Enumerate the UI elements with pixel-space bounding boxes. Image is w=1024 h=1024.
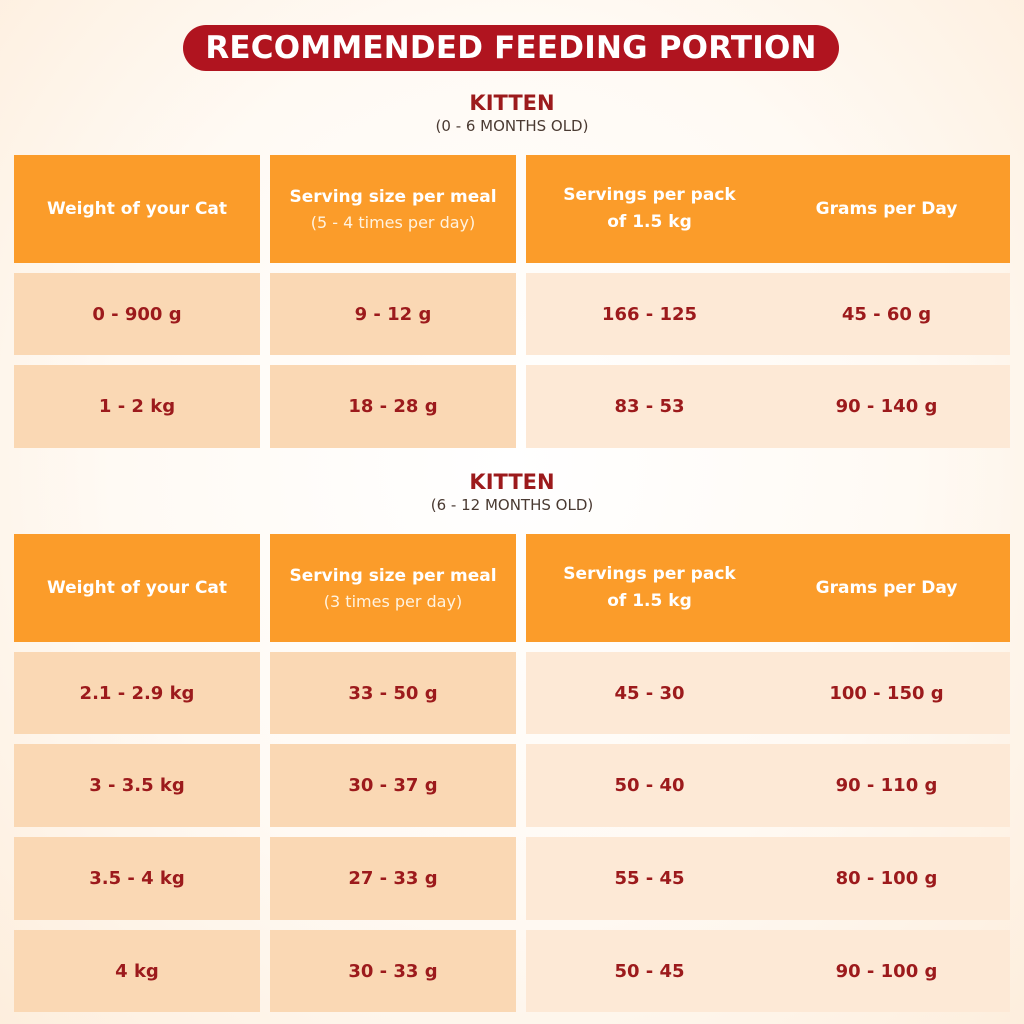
cell-serving-size: 9 - 12 g bbox=[270, 273, 516, 355]
cell-value: 30 - 37 g bbox=[348, 775, 438, 796]
cell-value: 90 - 110 g bbox=[835, 775, 938, 796]
cell-grams-per-day: 80 - 100 g bbox=[763, 837, 1010, 920]
table-header-row: Weight of your Cat Serving size per meal… bbox=[14, 155, 1010, 263]
header-label: Weight of your Cat bbox=[46, 198, 228, 219]
cell-weight: 4 kg bbox=[14, 930, 260, 1012]
cell-weight: 0 - 900 g bbox=[14, 273, 260, 355]
cell-weight: 3.5 - 4 kg bbox=[14, 837, 260, 920]
table-row: 4 kg 30 - 33 g 50 - 45 90 - 100 g bbox=[14, 930, 1010, 1012]
table-row: 2.1 - 2.9 kg 33 - 50 g 45 - 30 100 - 150… bbox=[14, 652, 1010, 734]
cell-serving-size: 30 - 37 g bbox=[270, 744, 516, 827]
cell-grams-per-day: 90 - 110 g bbox=[763, 744, 1010, 827]
header-label: Servings per pack of 1.5 kg bbox=[563, 564, 736, 611]
header-cell-servings-per-pack: Servings per pack of 1.5 kg bbox=[526, 534, 773, 642]
cell-grams-per-day: 90 - 140 g bbox=[763, 365, 1010, 448]
cell-weight: 1 - 2 kg bbox=[14, 365, 260, 448]
cell-value: 18 - 28 g bbox=[348, 396, 438, 417]
cell-servings-per-pack: 45 - 30 bbox=[526, 652, 773, 734]
cell-value: 45 - 60 g bbox=[841, 303, 932, 325]
cell-serving-size: 27 - 33 g bbox=[270, 837, 516, 920]
header-cell-weight: Weight of your Cat bbox=[14, 534, 260, 642]
section-title: KITTEN bbox=[469, 470, 555, 494]
cell-value: 45 - 30 bbox=[614, 682, 685, 704]
header-label: Servings per pack of 1.5 kg bbox=[563, 185, 736, 232]
cell-grams-per-day: 90 - 100 g bbox=[763, 930, 1010, 1012]
section-subtitle: (0 - 6 MONTHS OLD) bbox=[435, 117, 589, 135]
cell-value: 90 - 140 g bbox=[835, 396, 938, 417]
cell-serving-size: 18 - 28 g bbox=[270, 365, 516, 448]
section-subtitle: (6 - 12 MONTHS OLD) bbox=[430, 496, 594, 514]
cell-weight: 3 - 3.5 kg bbox=[14, 744, 260, 827]
cell-value: 50 - 45 bbox=[614, 960, 685, 982]
header-cell-weight: Weight of your Cat bbox=[14, 155, 260, 263]
cell-serving-size: 30 - 33 g bbox=[270, 930, 516, 1012]
cell-value: 100 - 150 g bbox=[829, 682, 944, 704]
cell-servings-per-pack: 50 - 45 bbox=[526, 930, 773, 1012]
cell-grams-per-day: 100 - 150 g bbox=[763, 652, 1010, 734]
cell-value: 27 - 33 g bbox=[348, 868, 438, 889]
cell-value: 166 - 125 bbox=[601, 303, 698, 325]
cell-value: 90 - 100 g bbox=[835, 960, 938, 982]
cell-value: 33 - 50 g bbox=[348, 682, 438, 704]
cell-weight: 2.1 - 2.9 kg bbox=[14, 652, 260, 734]
cell-value: 30 - 33 g bbox=[348, 960, 438, 982]
cell-value: 3 - 3.5 kg bbox=[89, 775, 185, 796]
header-cell-serving-size: Serving size per meal (5 - 4 times per d… bbox=[270, 155, 516, 263]
title-banner: RECOMMENDED FEEDING PORTION bbox=[183, 25, 839, 71]
cell-serving-size: 33 - 50 g bbox=[270, 652, 516, 734]
table-header-row: Weight of your Cat Serving size per meal… bbox=[14, 534, 1010, 642]
section-title: KITTEN bbox=[469, 91, 555, 115]
header-sublabel: (3 times per day) bbox=[323, 591, 463, 611]
header-label: Weight of your Cat bbox=[46, 577, 228, 598]
cell-grams-per-day: 45 - 60 g bbox=[763, 273, 1010, 355]
cell-value: 2.1 - 2.9 kg bbox=[79, 682, 195, 704]
header-cell-servings-per-pack: Servings per pack of 1.5 kg bbox=[526, 155, 773, 263]
table-row: 0 - 900 g 9 - 12 g 166 - 125 45 - 60 g bbox=[14, 273, 1010, 355]
cell-value: 50 - 40 bbox=[614, 775, 685, 796]
cell-value: 9 - 12 g bbox=[354, 303, 432, 325]
cell-servings-per-pack: 50 - 40 bbox=[526, 744, 773, 827]
header-label: Grams per Day bbox=[815, 198, 958, 219]
cell-value: 83 - 53 bbox=[614, 396, 685, 417]
cell-value: 4 kg bbox=[115, 960, 159, 982]
page-title: RECOMMENDED FEEDING PORTION bbox=[205, 30, 817, 66]
header-label: Grams per Day bbox=[815, 577, 958, 598]
cell-value: 55 - 45 bbox=[614, 868, 685, 889]
header-label: Serving size per meal bbox=[289, 565, 497, 586]
cell-servings-per-pack: 83 - 53 bbox=[526, 365, 773, 448]
header-sublabel: (5 - 4 times per day) bbox=[310, 212, 476, 232]
cell-value: 0 - 900 g bbox=[92, 303, 182, 325]
header-cell-grams-per-day: Grams per Day bbox=[763, 534, 1010, 642]
table-row: 3.5 - 4 kg 27 - 33 g 55 - 45 80 - 100 g bbox=[14, 837, 1010, 920]
header-cell-grams-per-day: Grams per Day bbox=[763, 155, 1010, 263]
cell-value: 80 - 100 g bbox=[835, 868, 938, 889]
table-row: 3 - 3.5 kg 30 - 37 g 50 - 40 90 - 110 g bbox=[14, 744, 1010, 827]
table-row: 1 - 2 kg 18 - 28 g 83 - 53 90 - 140 g bbox=[14, 365, 1010, 448]
cell-value: 1 - 2 kg bbox=[98, 396, 176, 417]
cell-servings-per-pack: 166 - 125 bbox=[526, 273, 773, 355]
cell-servings-per-pack: 55 - 45 bbox=[526, 837, 773, 920]
cell-value: 3.5 - 4 kg bbox=[89, 868, 185, 889]
header-label: Serving size per meal bbox=[289, 186, 497, 207]
header-cell-serving-size: Serving size per meal (3 times per day) bbox=[270, 534, 516, 642]
